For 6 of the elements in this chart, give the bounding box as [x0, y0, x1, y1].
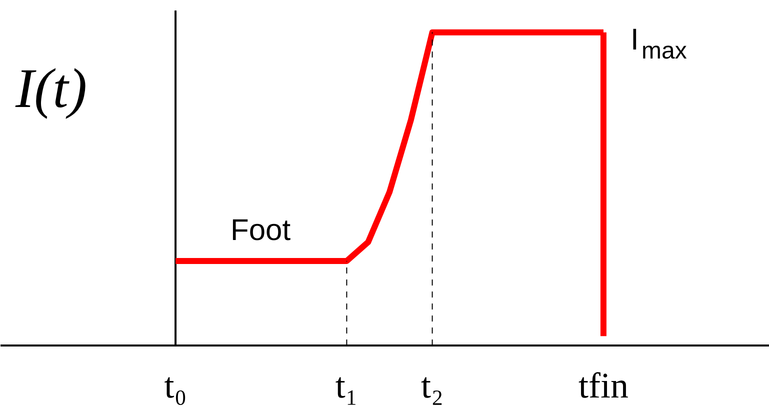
x-tick-label: t₁	[335, 366, 358, 406]
y-axis-title: I(t)	[14, 58, 88, 120]
x-tick-label: t₀	[164, 366, 187, 406]
x-tick-label: t₂	[421, 366, 444, 406]
x-tick-label: tfin	[578, 366, 628, 406]
annotation: Foot	[230, 214, 292, 247]
